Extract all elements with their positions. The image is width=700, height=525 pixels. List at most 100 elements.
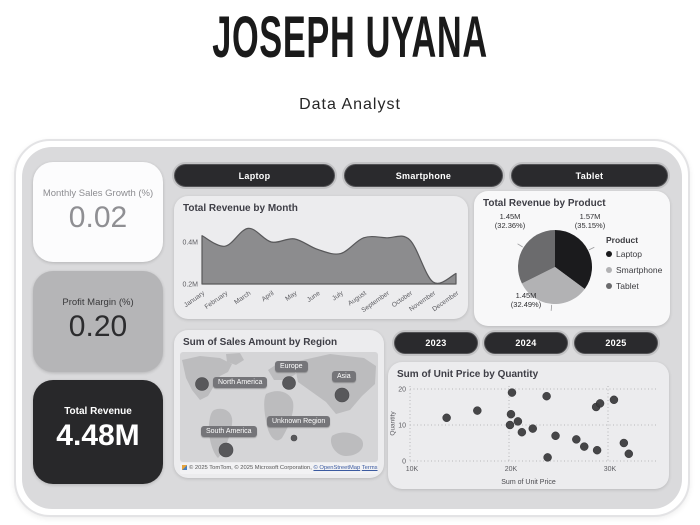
world-map[interactable]: North America Europe Asia South America Unkn… bbox=[180, 352, 378, 462]
kpi-card-profit-margin: Profit Margin (%) 0.20 bbox=[33, 271, 163, 372]
pie-callout-tablet: 1.45M (32.36%) bbox=[482, 212, 538, 231]
scatter-point[interactable] bbox=[609, 395, 619, 404]
openstreetmap-link[interactable]: © OpenStreetMap bbox=[313, 465, 361, 471]
terms-link[interactable]: Terms bbox=[361, 465, 378, 471]
page-title: JOSEPH UYANA bbox=[212, 5, 488, 71]
map-bubble-unknown-region[interactable] bbox=[290, 434, 298, 442]
callout-percent: (32.36%) bbox=[494, 221, 526, 231]
scatter-point[interactable] bbox=[592, 445, 602, 455]
kpi-value: 0.02 bbox=[68, 201, 128, 234]
page-subtitle: Data Analyst bbox=[299, 96, 401, 113]
scatter-point[interactable] bbox=[595, 399, 605, 408]
kpi-value: 0.20 bbox=[68, 310, 128, 343]
legend-dot-icon bbox=[606, 283, 612, 289]
kpi-label: Profit Margin (%) bbox=[62, 297, 134, 308]
legend-title: Product bbox=[606, 235, 639, 245]
scatter-point[interactable] bbox=[507, 388, 517, 397]
y-axis-title: Quantity bbox=[389, 411, 397, 436]
scatter-point[interactable] bbox=[580, 442, 589, 451]
svg-text:May: May bbox=[284, 290, 299, 303]
scatter-point[interactable] bbox=[528, 424, 537, 433]
scatter-point[interactable] bbox=[505, 420, 515, 430]
scatter-point[interactable] bbox=[506, 410, 516, 419]
scatter-chart-card: Sum of Unit Price by Quantity 0 10 20 10K 20… bbox=[388, 362, 669, 489]
legend-dot-icon bbox=[606, 251, 612, 257]
slicer-button-2023[interactable]: 2023 bbox=[394, 332, 478, 354]
slicer-button-2025[interactable]: 2025 bbox=[574, 332, 658, 354]
svg-text:July: July bbox=[331, 290, 345, 303]
svg-text:January: January bbox=[183, 290, 207, 310]
scatter-point[interactable] bbox=[543, 453, 552, 462]
slicer-button-2024[interactable]: 2024 bbox=[484, 332, 568, 354]
kpi-label: Monthly Sales Growth (%) bbox=[42, 188, 154, 199]
legend-item-tablet[interactable]: Tablet bbox=[606, 281, 662, 291]
svg-text:April: April bbox=[261, 290, 276, 304]
slicer-button-tablet[interactable]: Tablet bbox=[511, 164, 668, 187]
map-bubble-south-america[interactable] bbox=[218, 442, 234, 458]
kpi-label: Total Revenue bbox=[64, 406, 132, 417]
scatter-point[interactable] bbox=[551, 431, 560, 441]
svg-text:10K: 10K bbox=[406, 466, 419, 473]
map-card: Sum of Sales Amount by Region North Amer… bbox=[174, 330, 384, 478]
svg-text:0: 0 bbox=[402, 459, 406, 466]
svg-text:March: March bbox=[233, 290, 252, 306]
map-bubble-north-america[interactable] bbox=[195, 377, 209, 391]
chart-title: Sum of Sales Amount by Region bbox=[183, 337, 338, 348]
svg-text:0.2M: 0.2M bbox=[182, 282, 198, 289]
pie-slice-laptop bbox=[555, 230, 592, 290]
scatter-point[interactable] bbox=[624, 449, 633, 459]
svg-text:June: June bbox=[306, 290, 322, 304]
chart-title: Total Revenue by Product bbox=[483, 198, 606, 209]
callout-percent: (32.49%) bbox=[510, 300, 542, 310]
svg-text:20: 20 bbox=[398, 387, 406, 394]
svg-text:February: February bbox=[204, 290, 230, 311]
scatter-point[interactable] bbox=[473, 406, 482, 415]
scatter-plot[interactable]: 0 10 20 10K 20K 30K bbox=[388, 362, 669, 489]
pie-slice-smartphone bbox=[521, 267, 585, 304]
pie-callout-laptop: 1.57M (35.15%) bbox=[562, 212, 618, 231]
svg-text:December: December bbox=[431, 289, 461, 313]
map-region-label: Asia bbox=[332, 371, 356, 382]
svg-text:20K: 20K bbox=[505, 466, 518, 473]
svg-text:0.4M: 0.4M bbox=[182, 240, 198, 247]
map-region-label: North America bbox=[213, 377, 268, 388]
pie-callout-smartphone: 1.45M (32.49%) bbox=[498, 291, 554, 310]
scatter-point[interactable] bbox=[442, 413, 451, 422]
slicer-button-laptop[interactable]: Laptop bbox=[174, 164, 335, 187]
svg-text:30K: 30K bbox=[604, 466, 617, 473]
slicer-button-smartphone[interactable]: Smartphone bbox=[344, 164, 503, 187]
map-region-label: Europe bbox=[275, 361, 308, 372]
scatter-point[interactable] bbox=[517, 427, 527, 437]
chart-title: Sum of Unit Price by Quantity bbox=[397, 369, 539, 380]
map-bubble-asia[interactable] bbox=[334, 387, 350, 403]
chart-title: Total Revenue by Month bbox=[183, 203, 298, 214]
legend-item-smartphone[interactable]: Smartphone bbox=[606, 265, 662, 275]
scatter-point[interactable] bbox=[619, 438, 629, 448]
pie-slice-tablet bbox=[518, 230, 555, 284]
map-region-label: Unknown Region bbox=[267, 416, 331, 427]
map-attribution: © 2025 TomTom, © 2025 Microsoft Corporat… bbox=[180, 463, 378, 474]
pie-legend: Product Laptop Smartphone Tablet bbox=[606, 235, 662, 297]
map-region-label: South America bbox=[201, 426, 257, 437]
legend-label: Laptop bbox=[616, 249, 642, 259]
scatter-point[interactable] bbox=[572, 435, 581, 444]
pie-chart[interactable] bbox=[474, 191, 670, 326]
legend-dot-icon bbox=[606, 267, 612, 273]
scatter-point[interactable] bbox=[513, 417, 523, 426]
attribution-text: © 2025 TomTom, © 2025 Microsoft Corporat… bbox=[189, 465, 314, 471]
callout-percent: (35.15%) bbox=[574, 221, 606, 231]
pie-chart-card: Total Revenue by Product 1.45M (32.36%) … bbox=[474, 191, 670, 326]
x-axis-title: Sum of Unit Price bbox=[501, 479, 556, 486]
map-logo-icon bbox=[182, 464, 187, 470]
area-chart-card: Total Revenue by Month 0.2M 0.4M January Fe… bbox=[174, 196, 468, 319]
legend-label: Tablet bbox=[616, 281, 639, 291]
legend-label: Smartphone bbox=[616, 265, 663, 275]
callout-value: 1.45M bbox=[499, 212, 521, 221]
callout-value: 1.57M bbox=[579, 212, 601, 221]
scatter-point[interactable] bbox=[542, 392, 551, 401]
map-bubble-europe[interactable] bbox=[282, 376, 296, 390]
callout-value: 1.45M bbox=[515, 291, 537, 300]
legend-item-laptop[interactable]: Laptop bbox=[606, 249, 662, 259]
